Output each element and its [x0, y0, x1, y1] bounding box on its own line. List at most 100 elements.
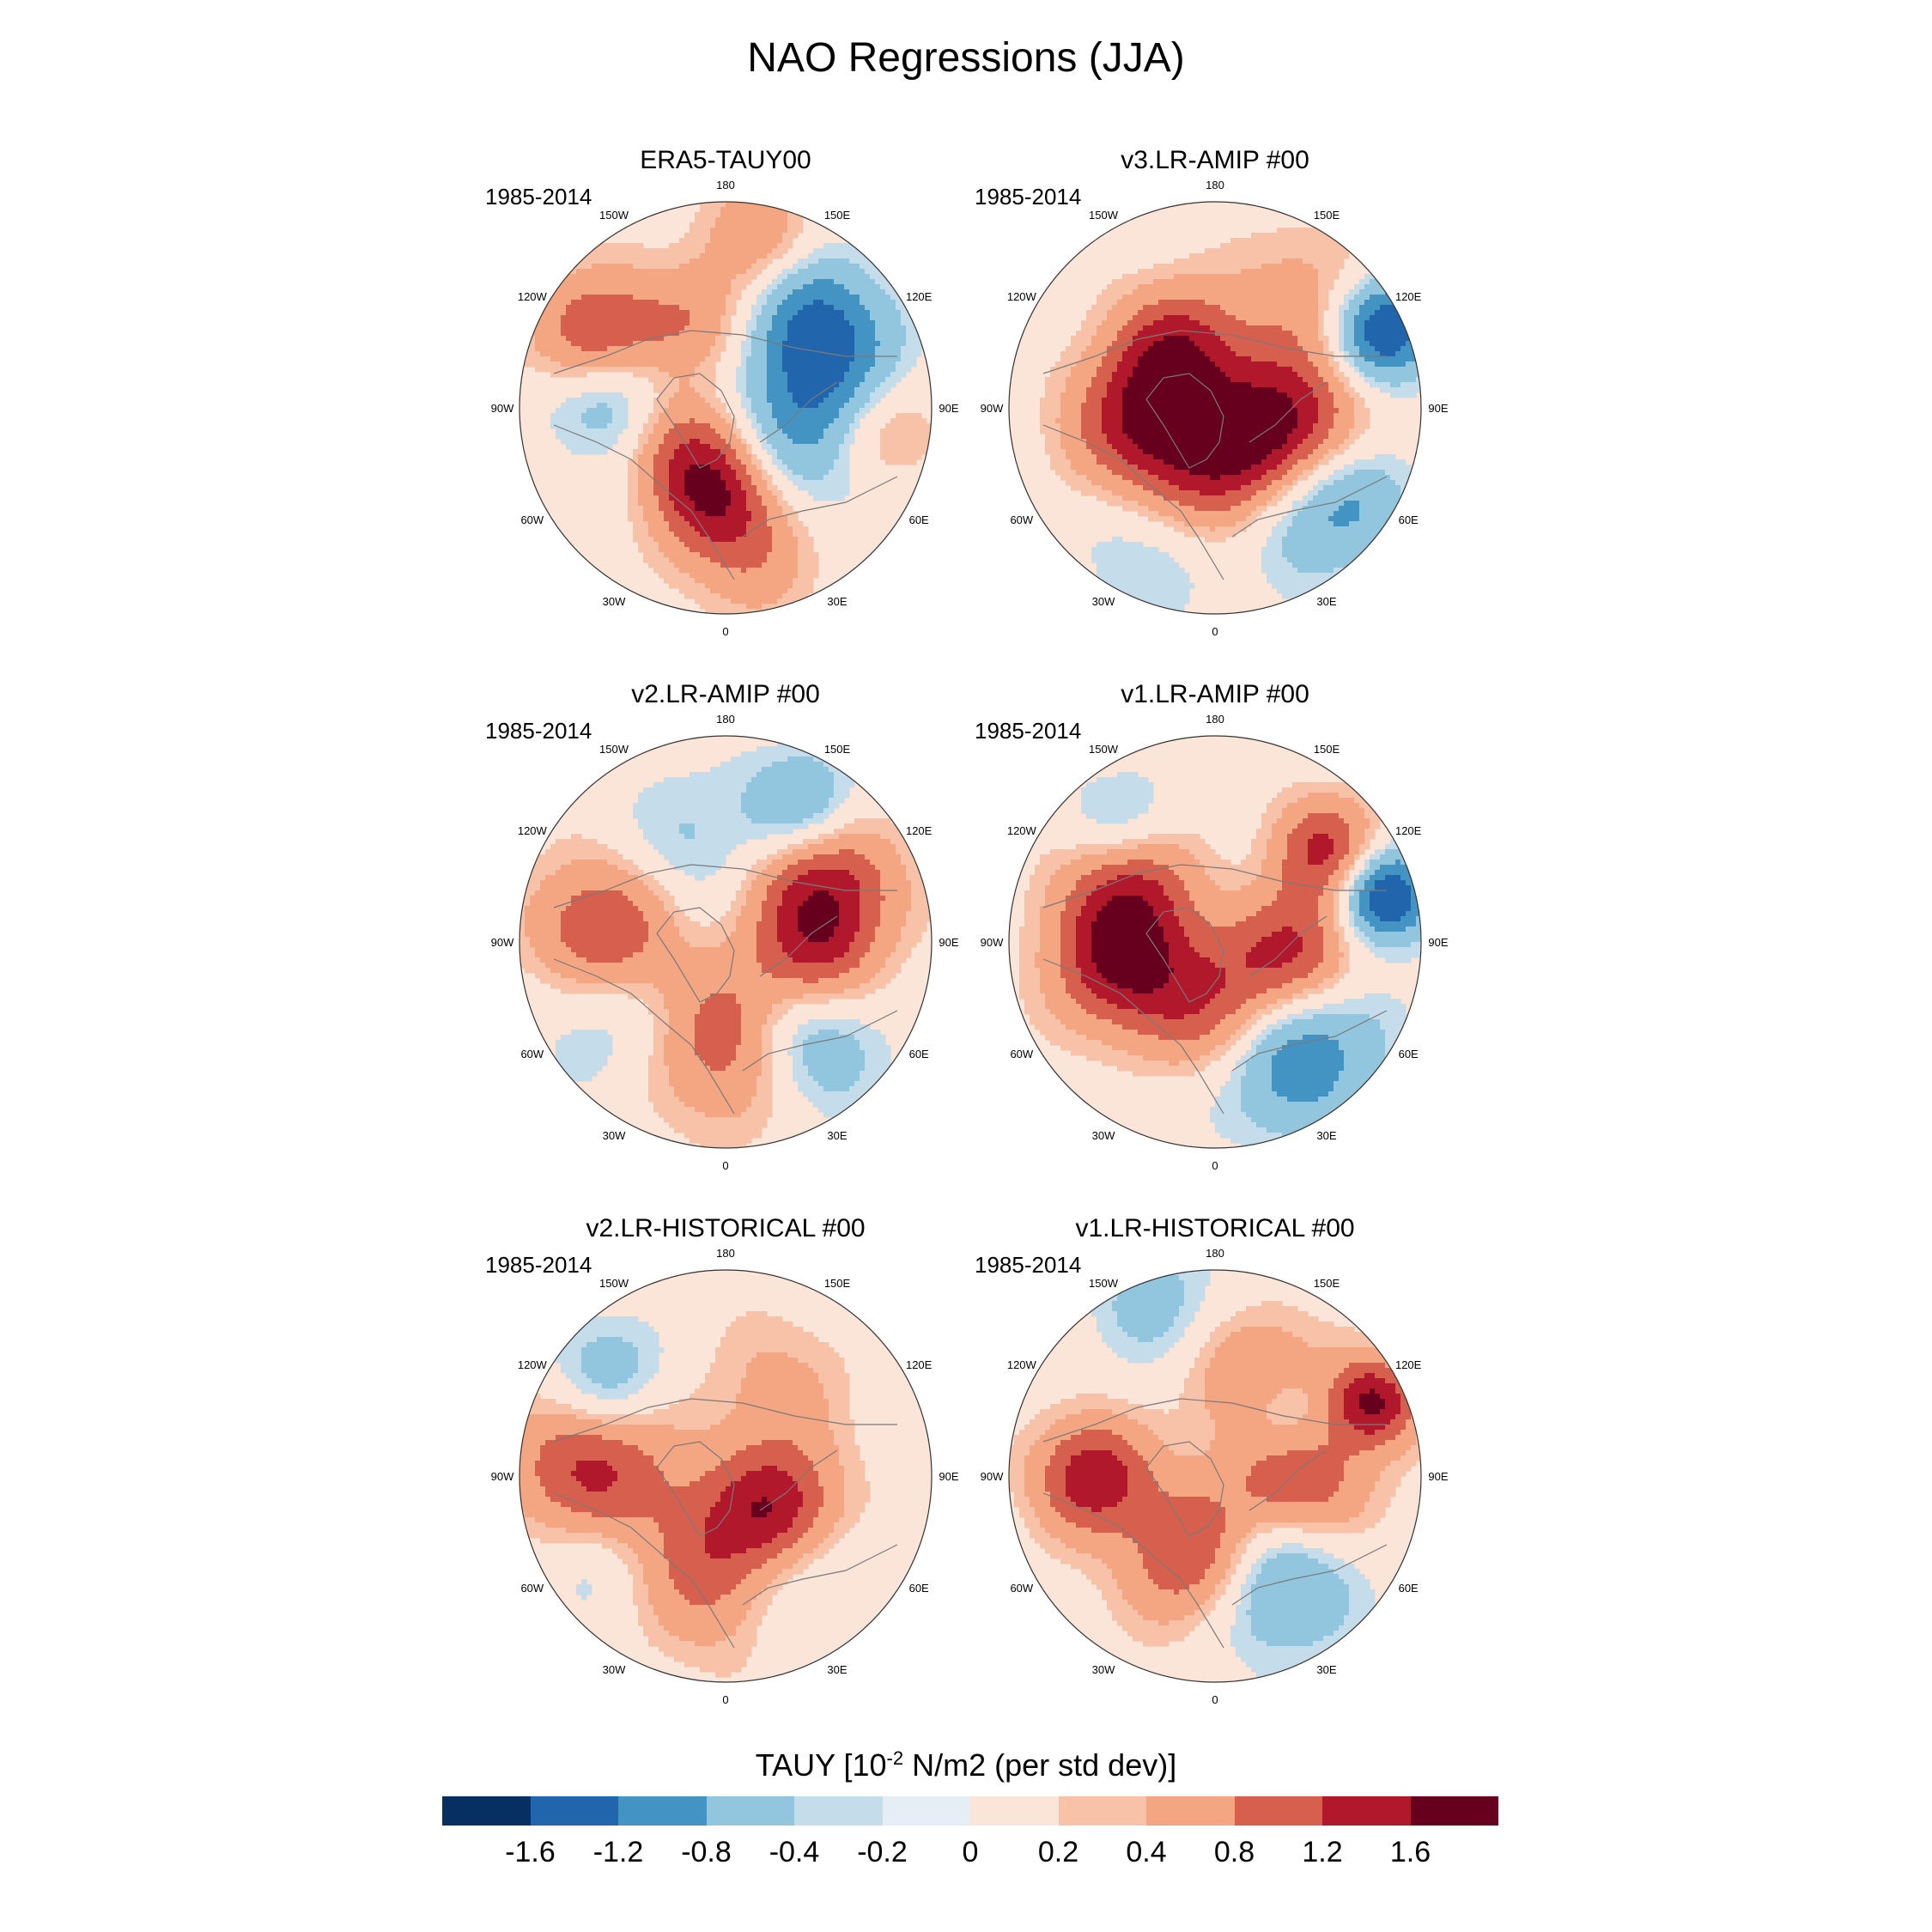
longitude-label: 180	[716, 179, 735, 191]
longitude-label: 60W	[520, 1048, 544, 1060]
panel-period: 1985-2014	[975, 184, 1081, 210]
longitude-label: 90E	[939, 402, 958, 415]
panel-period: 1985-2014	[975, 1252, 1081, 1279]
colorbar-tick-label: 0.8	[1214, 1836, 1255, 1869]
colorbar-tick-label: -0.8	[681, 1836, 732, 1869]
colorbar-tick-label: 1.2	[1302, 1836, 1342, 1869]
longitude-label: 90E	[939, 936, 958, 949]
colorbar-tick-label: 0.4	[1126, 1836, 1166, 1869]
longitude-label: 30E	[827, 1663, 847, 1676]
colorbar-tick-label: -0.4	[769, 1836, 820, 1869]
colorbar-tick-label: 0	[963, 1836, 979, 1869]
longitude-label: 30E	[1316, 1663, 1336, 1676]
longitude-label: 30E	[827, 595, 847, 608]
longitude-label: 150E	[1314, 1277, 1340, 1290]
polar-map: 180 150E 120E 90E 60E 30E 0 30W 60W 90W 120W 150W	[981, 179, 1449, 638]
polar-map: 180 150E 120E 90E 60E 30E 0 30W 60W 90W 120W 150W	[981, 713, 1449, 1172]
colorbar-box	[442, 1796, 531, 1826]
panel-title: v1.LR-AMIP #00	[975, 680, 1455, 709]
longitude-label: 150W	[599, 1277, 629, 1290]
colorbar-tick-label: -0.2	[857, 1836, 908, 1869]
longitude-label: 60W	[520, 1582, 544, 1595]
panel-title: ERA5-TAUY00	[485, 146, 966, 175]
longitude-label: 120E	[906, 1358, 933, 1371]
longitude-label: 150W	[1089, 1277, 1119, 1290]
colorbar-tick-label: 0.2	[1038, 1836, 1078, 1869]
longitude-label: 90W	[981, 936, 1004, 949]
longitude-label: 0	[1212, 1693, 1218, 1706]
map-panel: v1.LR-AMIP #00 1985-2014 180 150E 120E 90E 6…	[975, 680, 1455, 1178]
figure-title: NAO Regressions (JJA)	[0, 34, 1932, 82]
colorbar-labels: -1.6 -1.2 -0.8 -0.4 -0.2 0 0.2 0.4 0.8 1.2 1.6	[442, 1836, 1498, 1870]
longitude-label: 90E	[1428, 1470, 1448, 1483]
longitude-label: 30W	[603, 595, 626, 608]
longitude-label: 60E	[909, 513, 929, 526]
colorbar-tick-label: -1.6	[505, 1836, 556, 1869]
colorbar-box	[1058, 1796, 1146, 1826]
longitude-label: 180	[716, 1247, 735, 1260]
colorbar-tick-label: -1.2	[593, 1836, 644, 1869]
longitude-label: 150W	[599, 209, 629, 222]
longitude-label: 90W	[981, 1470, 1004, 1483]
panel-period: 1985-2014	[485, 184, 592, 210]
polar-map: 180 150E 120E 90E 60E 30E 0 30W 60W 90W 120W 150W	[491, 1247, 959, 1706]
longitude-label: 60E	[1399, 1048, 1419, 1060]
longitude-label: 30W	[603, 1129, 626, 1142]
longitude-label: 90W	[491, 936, 514, 949]
longitude-label: 60W	[520, 513, 544, 526]
longitude-label: 30W	[1092, 1129, 1115, 1142]
map-panel: v2.LR-HISTORICAL #00 1985-2014 180 150E 12…	[485, 1214, 966, 1712]
longitude-label: 120W	[1007, 290, 1037, 303]
panel-period: 1985-2014	[975, 718, 1081, 744]
panel-title: v2.LR-AMIP #00	[485, 680, 966, 709]
polar-map: 180 150E 120E 90E 60E 30E 0 30W 60W 90W 120W 150W	[981, 1247, 1449, 1706]
colorbar-title-prefix: TAUY [10	[756, 1747, 887, 1783]
longitude-label: 120W	[518, 290, 548, 303]
colorbar-title-suffix: N/m2 (per std dev)]	[903, 1747, 1176, 1783]
longitude-label: 120W	[518, 824, 548, 837]
longitude-label: 60E	[909, 1048, 929, 1060]
colorbar-box	[530, 1796, 618, 1826]
longitude-label: 60E	[909, 1582, 929, 1595]
longitude-label: 30W	[1092, 1663, 1115, 1676]
polar-map: 180 150E 120E 90E 60E 30E 0 30W 60W 90W 120W 150W	[491, 179, 959, 638]
colorbar-box	[794, 1796, 883, 1826]
longitude-label: 150W	[1089, 743, 1119, 756]
longitude-label: 180	[1206, 179, 1224, 191]
longitude-label: 150E	[824, 209, 851, 222]
map-panel: v1.LR-HISTORICAL #00 1985-2014 180 150E 12…	[975, 1214, 1455, 1712]
longitude-label: 60W	[1010, 513, 1033, 526]
longitude-label: 60E	[1399, 1582, 1419, 1595]
longitude-label: 90E	[939, 1470, 958, 1483]
colorbar-box	[1146, 1796, 1235, 1826]
longitude-label: 120W	[1007, 824, 1037, 837]
panel-title: v2.LR-HISTORICAL #00	[485, 1214, 966, 1243]
longitude-label: 180	[1206, 1247, 1224, 1260]
longitude-label: 30E	[827, 1129, 847, 1142]
longitude-label: 120E	[906, 824, 933, 837]
longitude-label: 60E	[1399, 513, 1419, 526]
polar-map: 180 150E 120E 90E 60E 30E 0 30W 60W 90W 120W 150W	[491, 713, 959, 1172]
panel-title: v3.LR-AMIP #00	[975, 146, 1455, 175]
longitude-label: 0	[722, 1159, 728, 1172]
longitude-label: 0	[1212, 625, 1218, 638]
longitude-label: 30W	[1092, 595, 1115, 608]
longitude-label: 90W	[981, 402, 1004, 415]
longitude-label: 150W	[599, 743, 629, 756]
longitude-label: 120E	[1395, 824, 1422, 837]
panel-period: 1985-2014	[485, 1252, 592, 1279]
longitude-label: 180	[1206, 713, 1224, 726]
map-panel: ERA5-TAUY00 1985-2014 180 150E 120E 90E 60E 3…	[485, 146, 966, 644]
longitude-label: 0	[722, 1693, 728, 1706]
colorbar-box	[1410, 1796, 1498, 1826]
colorbar-box	[882, 1796, 970, 1826]
colorbar-box	[970, 1796, 1059, 1826]
map-panel: v3.LR-AMIP #00 1985-2014 180 150E 120E 90E 6…	[975, 146, 1455, 644]
longitude-label: 90W	[491, 402, 514, 415]
longitude-label: 180	[716, 713, 735, 726]
map-panel: v2.LR-AMIP #00 1985-2014 180 150E 120E 90E 6…	[485, 680, 966, 1178]
longitude-label: 30W	[603, 1663, 626, 1676]
longitude-label: 120W	[1007, 1358, 1037, 1371]
colorbar-title-exponent: -2	[887, 1747, 904, 1769]
longitude-label: 90E	[1428, 936, 1448, 949]
